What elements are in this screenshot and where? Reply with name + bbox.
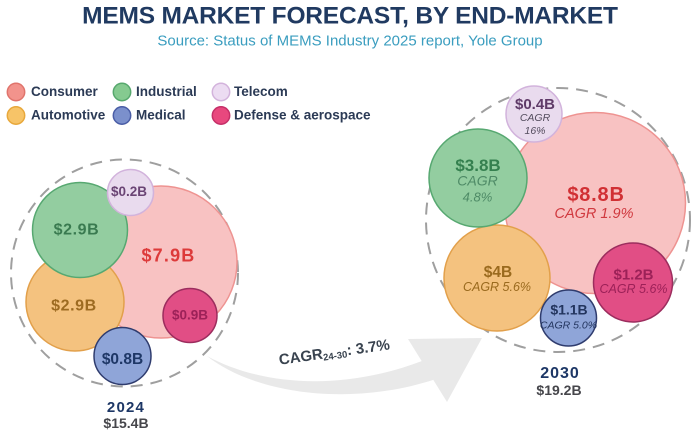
svg-text:$2.9B: $2.9B [54, 222, 100, 239]
svg-text:CAGR 1.9%: CAGR 1.9% [555, 206, 634, 222]
svg-text:MEMS MARKET FORECAST, BY END-M: MEMS MARKET FORECAST, BY END-MARKET [82, 3, 618, 30]
svg-text:Consumer: Consumer [31, 84, 99, 99]
svg-text:Automotive: Automotive [31, 108, 106, 123]
svg-text:$1.1B: $1.1B [550, 302, 587, 318]
svg-text:2030: 2030 [540, 365, 580, 382]
svg-text:CAGR 5.0%: CAGR 5.0% [540, 320, 597, 332]
svg-text:$3.8B: $3.8B [455, 156, 500, 175]
svg-text:CAGR24-30: 3.7%: CAGR24-30: 3.7% [278, 336, 391, 369]
svg-text:2024: 2024 [107, 399, 145, 416]
svg-text:$8.8B: $8.8B [567, 184, 624, 206]
svg-text:$0.8B: $0.8B [102, 351, 143, 368]
svg-text:$2.9B: $2.9B [51, 298, 97, 315]
svg-text:CAGR 5.6%: CAGR 5.6% [463, 280, 531, 294]
svg-text:16%: 16% [524, 125, 545, 137]
svg-text:$15.4B: $15.4B [103, 415, 148, 431]
svg-text:Source: Status of MEMS Industr: Source: Status of MEMS Industry 2025 rep… [157, 33, 542, 50]
svg-text:CAGR: CAGR [520, 112, 551, 124]
svg-text:Medical: Medical [136, 108, 186, 123]
svg-text:Telecom: Telecom [234, 84, 288, 99]
svg-text:CAGR 5.6%: CAGR 5.6% [599, 282, 667, 296]
svg-text:$0.9B: $0.9B [172, 308, 208, 323]
svg-text:$0.2B: $0.2B [111, 184, 147, 199]
svg-text:CAGR: CAGR [457, 173, 497, 189]
svg-text:$19.2B: $19.2B [536, 382, 581, 398]
svg-text:$1.2B: $1.2B [613, 267, 653, 284]
svg-text:$4B: $4B [484, 264, 512, 281]
svg-text:$7.9B: $7.9B [141, 246, 195, 266]
svg-text:4.8%: 4.8% [463, 190, 493, 205]
svg-text:Industrial: Industrial [136, 84, 197, 99]
svg-text:Defense & aerospace: Defense & aerospace [234, 108, 371, 123]
svg-text:$0.4B: $0.4B [515, 96, 555, 113]
